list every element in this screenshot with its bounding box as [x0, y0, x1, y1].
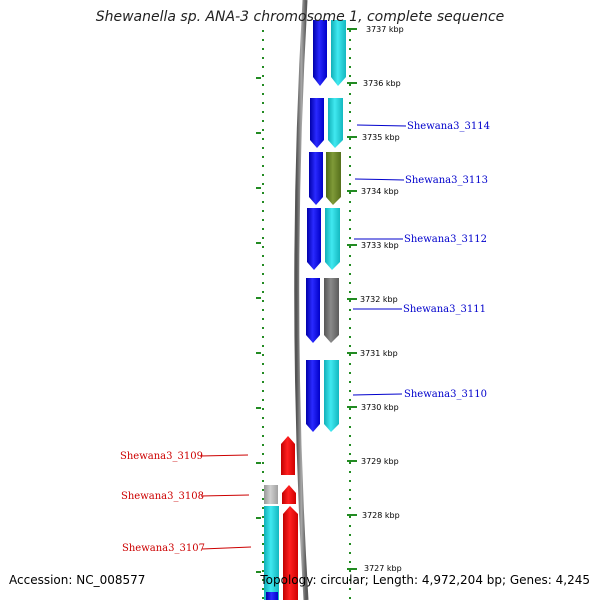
map-title: Shewanella sp. ANA-3 chromosome 1, compl…: [95, 9, 505, 25]
gene-arrow-red[interactable]: [281, 436, 295, 475]
minus-gene-labels[interactable]: Shewana3_3109 Shewana3_3108 Shewana3_310…: [120, 451, 252, 554]
gene-label[interactable]: Shewana3_3110: [404, 389, 487, 400]
plus-gene-labels[interactable]: Shewana3_3114 Shewana3_3113 Shewana3_311…: [352, 121, 490, 400]
scale-label: 3731 kbp: [360, 349, 398, 358]
gene-label[interactable]: Shewana3_3113: [405, 175, 488, 186]
gene-arrow-olive[interactable]: [326, 152, 341, 205]
scale-label: 3734 kbp: [361, 187, 399, 196]
gene-arrow-red[interactable]: [282, 485, 296, 504]
gene-block-blue[interactable]: [266, 592, 278, 600]
scale-label: 3730 kbp: [361, 403, 399, 412]
gene-arrow-cyan[interactable]: [324, 360, 339, 432]
gene-label[interactable]: Shewana3_3107: [122, 543, 205, 554]
gene-arrow-blue[interactable]: [310, 98, 324, 148]
gene-label[interactable]: Shewana3_3112: [404, 234, 487, 245]
gene-arrow-blue[interactable]: [306, 360, 320, 432]
gene-arrow-cyan[interactable]: [331, 20, 346, 86]
gene-label[interactable]: Shewana3_3108: [121, 491, 204, 502]
scale-label: 3733 kbp: [361, 241, 399, 250]
chromosome-backbone: [294, 0, 309, 600]
scale-label: 3736 kbp: [363, 79, 401, 88]
gene-arrow-red[interactable]: [283, 506, 298, 600]
gene-arrow-gray[interactable]: [324, 278, 339, 343]
scale-label: 3732 kbp: [360, 295, 398, 304]
gene-label[interactable]: Shewana3_3111: [403, 304, 486, 315]
gene-arrow-cyan[interactable]: [328, 98, 343, 148]
gene-arrow-blue[interactable]: [306, 278, 320, 343]
scale-label: 3729 kbp: [361, 457, 399, 466]
gene-arrow-cyan[interactable]: [325, 208, 340, 270]
gc-track-dots-left: [256, 30, 264, 600]
plus-strand-genes[interactable]: [306, 20, 346, 432]
gene-arrow-blue[interactable]: [309, 152, 323, 205]
scale-label: 3727 kbp: [364, 564, 402, 573]
scale-ticks: [347, 28, 357, 570]
gene-label[interactable]: Shewana3_3109: [120, 451, 203, 462]
gene-arrow-blue[interactable]: [307, 208, 321, 270]
gene-arrow-blue[interactable]: [313, 20, 327, 86]
accession-label: Accession: NC_008577: [9, 573, 146, 587]
scale-labels: 3737 kbp 3736 kbp 3735 kbp 3734 kbp 3733…: [360, 25, 404, 573]
gene-block-cyan[interactable]: [264, 506, 279, 600]
genome-summary: Topology: circular; Length: 4,972,204 bp…: [260, 573, 590, 587]
scale-label: 3737 kbp: [366, 25, 404, 34]
gene-block-lightgray[interactable]: [264, 485, 278, 504]
scale-label: 3728 kbp: [362, 511, 400, 520]
minus-strand-genes[interactable]: [264, 436, 298, 600]
gene-label[interactable]: Shewana3_3114: [407, 121, 490, 132]
scale-label: 3735 kbp: [362, 133, 400, 142]
